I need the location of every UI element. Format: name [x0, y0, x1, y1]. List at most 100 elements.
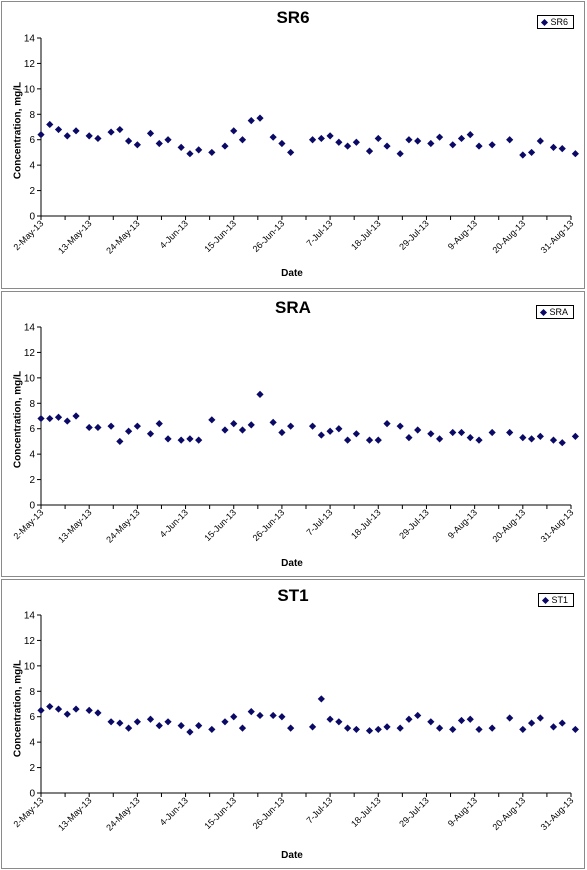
x-tick-label: 4-Jun-13	[158, 507, 190, 539]
data-point	[308, 136, 317, 144]
data-point	[155, 139, 163, 148]
x-tick-label: 26-Jun-13	[251, 507, 287, 543]
x-tick-label: 13-May-13	[56, 507, 93, 544]
data-point	[317, 431, 325, 439]
y-axis-label: Concentration, mg/L	[12, 659, 24, 758]
y-tick-label: 12	[24, 348, 36, 359]
data-point	[383, 723, 391, 731]
chart-panel-sr6: 0 2 4 6 8 10 12 14 2-May-13 13-May-13 24-May-13 4-J…	[1, 1, 585, 289]
x-tick-label: 24-May-13	[104, 218, 141, 255]
data-point	[37, 414, 45, 423]
data-point	[146, 715, 155, 723]
data-point	[125, 137, 133, 145]
y-tick-label: 6	[29, 712, 35, 723]
chart-title: ST1	[277, 586, 309, 605]
data-point	[72, 705, 80, 713]
data-point	[527, 719, 536, 727]
data-point	[414, 426, 422, 434]
data-point	[238, 724, 247, 732]
data-point	[177, 143, 185, 151]
data-point	[94, 134, 102, 143]
data-point	[335, 718, 343, 726]
data-point	[46, 702, 54, 711]
data-point	[352, 138, 360, 146]
x-axis-label: Date	[281, 850, 303, 861]
data-point	[116, 719, 124, 727]
data-point	[558, 145, 566, 153]
data-point	[435, 435, 444, 443]
y-axis-label: Concentration, mg/L	[12, 81, 24, 180]
data-point	[536, 432, 544, 440]
data-point	[186, 728, 194, 736]
data-point	[365, 727, 374, 735]
x-tick-label: 4-Jun-13	[158, 795, 190, 827]
data-point	[449, 725, 457, 734]
data-point	[269, 711, 277, 720]
data-point	[94, 423, 102, 432]
y-tick-label: 10	[24, 373, 36, 384]
data-point	[396, 422, 404, 430]
x-tick-label: 7-Jul-13	[304, 218, 334, 248]
data-point	[344, 436, 352, 444]
data-point	[435, 133, 444, 141]
y-tick-label: 6	[29, 135, 35, 146]
x-tick-label: 7-Jul-13	[304, 795, 334, 825]
data-point	[195, 722, 203, 730]
data-point	[133, 141, 141, 149]
data-point	[527, 148, 536, 157]
data-point	[365, 147, 374, 155]
data-point	[63, 132, 71, 140]
data-point	[133, 718, 141, 726]
legend-label: ST1	[551, 595, 568, 605]
data-point	[427, 139, 435, 148]
data-point	[278, 139, 286, 148]
data-point	[230, 127, 238, 135]
data-point	[374, 436, 382, 444]
x-tick-label: 20-Aug-13	[490, 507, 527, 544]
data-point	[383, 142, 391, 150]
data-point	[287, 422, 295, 430]
data-point	[278, 713, 286, 721]
data-point	[352, 430, 360, 438]
x-tick-label: 9-Aug-13	[446, 507, 479, 540]
y-tick-label: 0	[29, 212, 35, 223]
data-point	[457, 134, 466, 143]
data-point	[344, 724, 352, 732]
x-tick-label: 2-May-13	[11, 218, 45, 252]
x-tick-label: 24-May-13	[104, 507, 141, 544]
y-tick-label: 14	[24, 611, 36, 622]
data-point	[195, 146, 203, 154]
data-point	[269, 133, 277, 141]
x-tick-label: 4-Jun-13	[158, 218, 190, 250]
x-tick-label: 13-May-13	[56, 795, 93, 832]
x-tick-label: 20-Aug-13	[490, 795, 527, 832]
data-point	[186, 435, 194, 443]
x-axis-label: Date	[281, 558, 303, 569]
data-point	[326, 715, 334, 723]
x-axis-label: Date	[281, 268, 303, 279]
data-point	[536, 714, 544, 722]
data-point	[186, 150, 194, 158]
chart-panel-st1: 0 2 4 6 8 10 12 14 2-May-13 13-May-13 24-May-13 4-J…	[1, 579, 585, 869]
data-point	[308, 422, 317, 430]
x-tick-label: 13-May-13	[56, 218, 93, 255]
data-point	[488, 724, 496, 732]
data-point	[549, 436, 558, 444]
data-point	[571, 432, 579, 440]
data-point	[146, 430, 155, 438]
data-point	[519, 725, 527, 734]
data-point	[558, 439, 566, 447]
data-point	[405, 715, 413, 723]
data-point	[72, 412, 80, 420]
data-point	[107, 422, 115, 430]
x-tick-label: 26-Jun-13	[251, 218, 287, 254]
data-point	[54, 125, 63, 134]
data-point	[164, 718, 172, 726]
y-tick-label: 0	[29, 501, 35, 512]
data-point	[549, 143, 558, 151]
data-point	[427, 718, 435, 726]
x-tick-label: 18-Jul-13	[349, 507, 383, 541]
data-point	[317, 134, 325, 143]
data-point	[427, 430, 435, 438]
data-point	[107, 718, 115, 726]
